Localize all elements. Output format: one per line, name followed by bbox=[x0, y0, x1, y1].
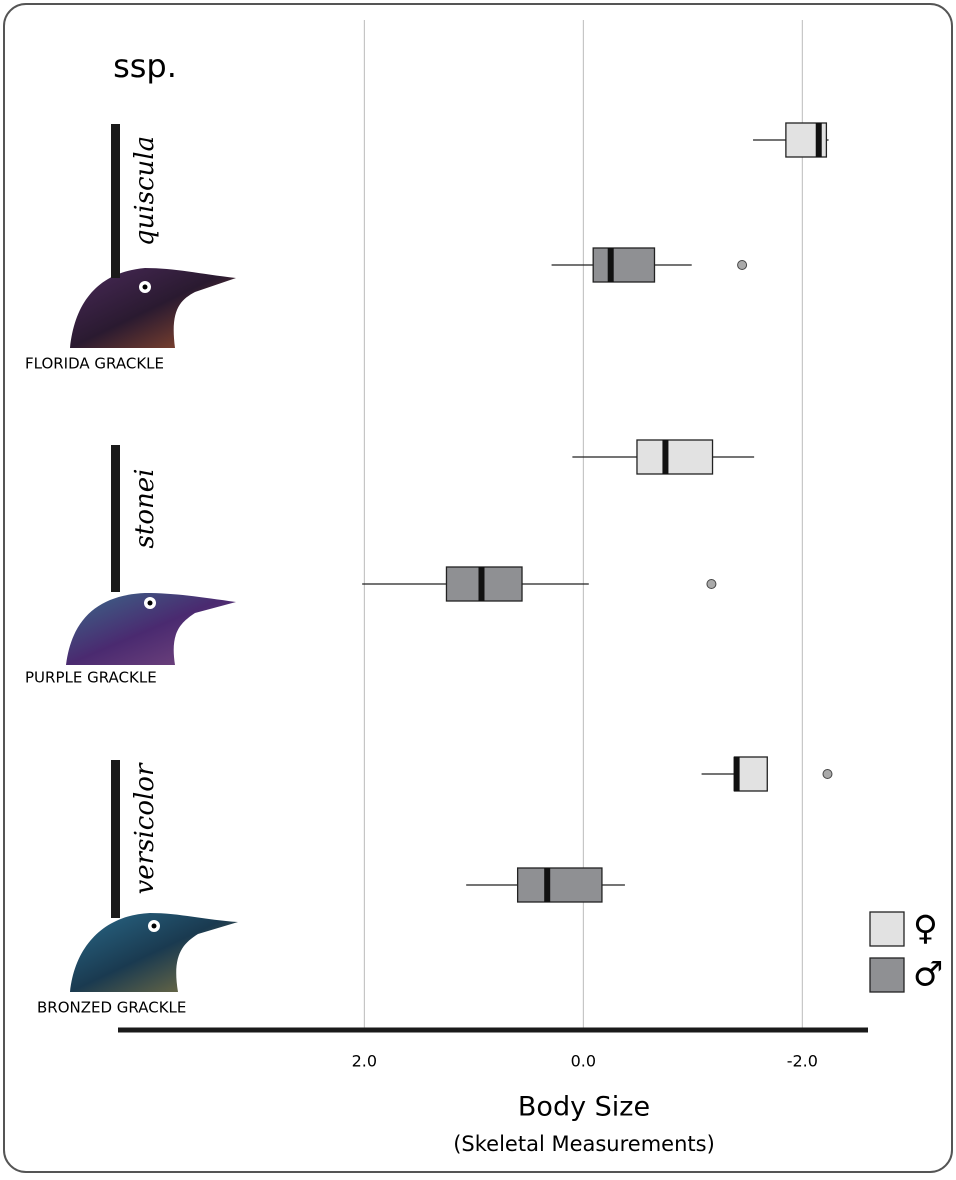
legend-label: ♂ bbox=[913, 955, 943, 995]
bird-pupil bbox=[148, 601, 153, 606]
category-bar bbox=[111, 760, 120, 918]
legend-label: ♀ bbox=[913, 909, 938, 949]
outlier bbox=[738, 261, 747, 270]
chart: ssp. 2.0 0.0 -2.0 Body Size (Skeletal Measur… bbox=[0, 0, 956, 1176]
common-name: PURPLE GRACKLE bbox=[25, 669, 157, 687]
chart-title: ssp. bbox=[113, 47, 177, 85]
outlier bbox=[823, 770, 832, 779]
x-axis-label: Body Size bbox=[518, 1092, 650, 1123]
bird-pupil bbox=[152, 924, 157, 929]
x-tick-label: -2.0 bbox=[787, 1052, 818, 1071]
category-bar bbox=[111, 445, 120, 592]
legend-swatch bbox=[870, 912, 904, 946]
category-label: quiscula bbox=[130, 136, 160, 246]
legend-swatch bbox=[870, 958, 904, 992]
box bbox=[637, 440, 713, 474]
x-tick-label: 2.0 bbox=[352, 1052, 377, 1071]
bird-pupil bbox=[143, 285, 148, 290]
x-axis-sublabel: (Skeletal Measurements) bbox=[453, 1132, 715, 1156]
common-name: BRONZED GRACKLE bbox=[37, 999, 186, 1017]
box bbox=[593, 248, 654, 282]
outlier bbox=[707, 580, 716, 589]
page: {"chart_data": {"type": "box", "title": … bbox=[0, 0, 956, 1180]
category-label: stonei bbox=[130, 469, 160, 549]
common-name: FLORIDA GRACKLE bbox=[25, 355, 164, 373]
category-bar bbox=[111, 124, 120, 278]
x-tick-label: 0.0 bbox=[571, 1052, 596, 1071]
category-label: versicolor bbox=[130, 762, 160, 894]
box bbox=[518, 868, 602, 902]
